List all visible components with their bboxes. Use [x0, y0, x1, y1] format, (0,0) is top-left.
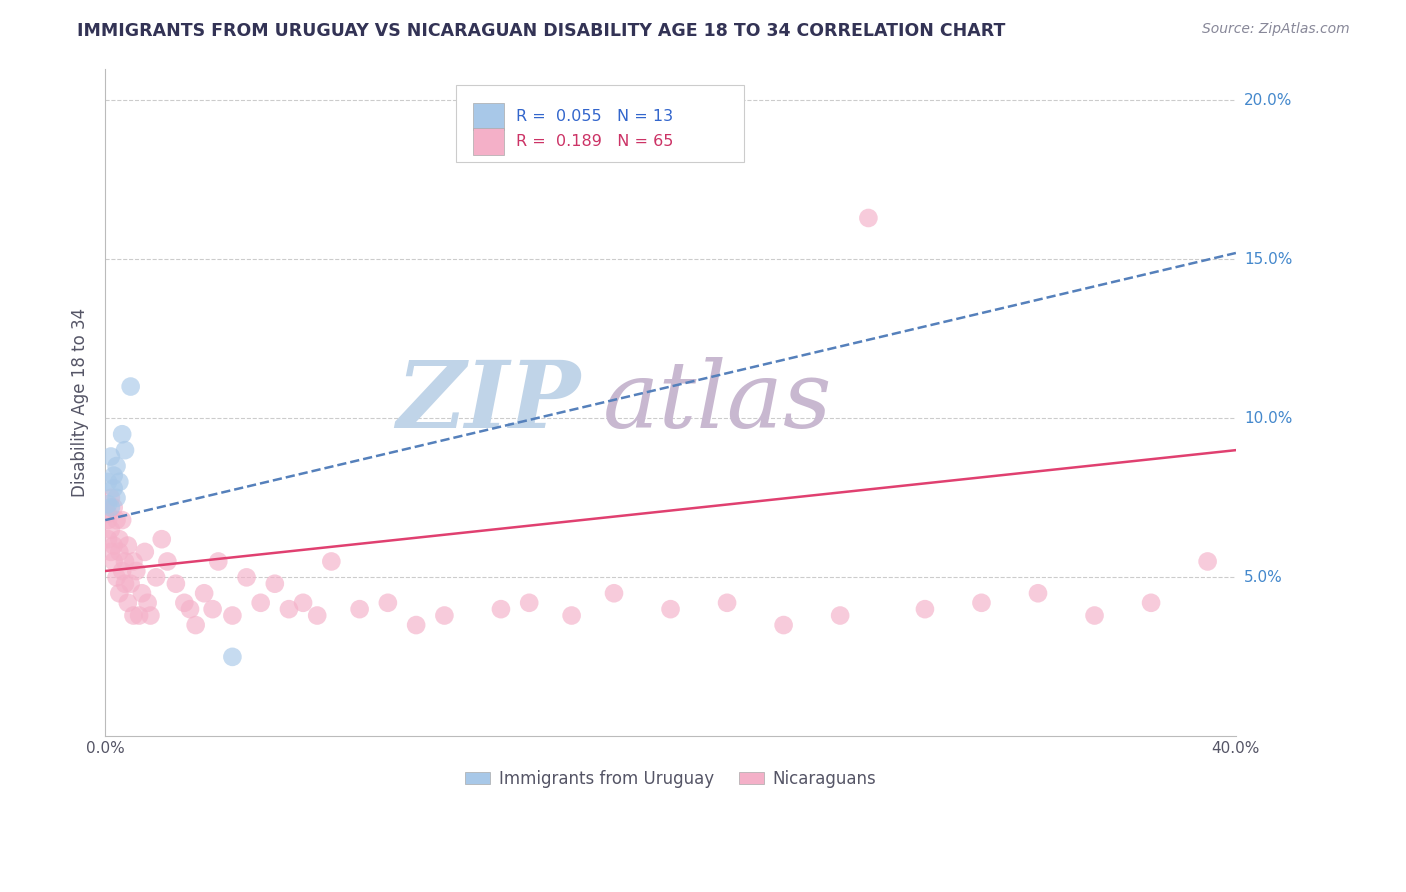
Point [100, 491, 122, 505]
Point [97, 513, 120, 527]
Point [517, 596, 540, 610]
Point [489, 602, 512, 616]
Point [97, 497, 120, 511]
Point [970, 596, 993, 610]
Point [561, 608, 583, 623]
Text: 5.0%: 5.0% [1244, 570, 1282, 585]
Point [377, 596, 399, 610]
Point [105, 513, 128, 527]
Point [100, 500, 122, 515]
Point [139, 608, 162, 623]
Point [278, 602, 301, 616]
Point [125, 564, 148, 578]
Point [97, 475, 120, 489]
Point [1026, 586, 1049, 600]
Point [405, 618, 427, 632]
Text: Source: ZipAtlas.com: Source: ZipAtlas.com [1202, 22, 1350, 37]
Point [193, 586, 215, 600]
Point [165, 576, 187, 591]
Point [221, 649, 243, 664]
Point [120, 379, 142, 393]
Point [1140, 596, 1163, 610]
Text: ZIP: ZIP [396, 358, 581, 448]
Point [145, 570, 167, 584]
Point [184, 618, 207, 632]
Point [433, 608, 456, 623]
Text: R =  0.055   N = 13: R = 0.055 N = 13 [516, 109, 672, 124]
Text: R =  0.189   N = 65: R = 0.189 N = 65 [516, 134, 673, 149]
Point [131, 586, 153, 600]
Point [156, 554, 179, 568]
Y-axis label: Disability Age 18 to 34: Disability Age 18 to 34 [72, 308, 89, 497]
Point [263, 576, 285, 591]
Text: IMMIGRANTS FROM URUGUAY VS NICARAGUAN DISABILITY AGE 18 TO 34 CORRELATION CHART: IMMIGRANTS FROM URUGUAY VS NICARAGUAN DI… [77, 22, 1005, 40]
Bar [472, 103, 505, 130]
Point [105, 570, 128, 584]
Legend: Immigrants from Uruguay, Nicaraguans: Immigrants from Uruguay, Nicaraguans [458, 764, 883, 795]
Point [120, 576, 142, 591]
Point [105, 491, 128, 505]
FancyBboxPatch shape [456, 86, 744, 162]
Point [122, 608, 145, 623]
Point [249, 596, 271, 610]
Point [108, 586, 131, 600]
Point [117, 596, 139, 610]
Point [111, 564, 134, 578]
Text: 20.0%: 20.0% [1244, 93, 1292, 108]
Point [349, 602, 371, 616]
Point [108, 545, 131, 559]
Point [221, 608, 243, 623]
Text: 15.0%: 15.0% [1244, 252, 1292, 267]
Point [201, 602, 224, 616]
Point [103, 481, 125, 495]
Text: 10.0%: 10.0% [1244, 411, 1292, 425]
Point [830, 608, 852, 623]
Point [100, 523, 122, 537]
Point [136, 596, 159, 610]
Point [659, 602, 682, 616]
Point [716, 596, 738, 610]
Point [122, 554, 145, 568]
Point [150, 532, 173, 546]
Point [103, 500, 125, 515]
Point [235, 570, 257, 584]
Point [103, 539, 125, 553]
Point [114, 576, 136, 591]
Point [207, 554, 229, 568]
Point [114, 443, 136, 458]
Point [1083, 608, 1105, 623]
Point [108, 532, 131, 546]
Bar [472, 128, 505, 154]
Point [603, 586, 626, 600]
Point [173, 596, 195, 610]
Point [108, 475, 131, 489]
Point [103, 468, 125, 483]
Point [914, 602, 936, 616]
Point [292, 596, 315, 610]
Point [97, 532, 120, 546]
Point [1197, 554, 1219, 568]
Point [100, 545, 122, 559]
Point [858, 211, 880, 225]
Point [117, 539, 139, 553]
Point [111, 513, 134, 527]
Point [321, 554, 343, 568]
Point [307, 608, 329, 623]
Point [134, 545, 156, 559]
Point [179, 602, 201, 616]
Point [100, 450, 122, 464]
Point [114, 554, 136, 568]
Point [103, 554, 125, 568]
Point [128, 608, 150, 623]
Text: atlas: atlas [603, 358, 832, 448]
Point [772, 618, 794, 632]
Point [97, 507, 120, 521]
Point [111, 427, 134, 442]
Point [105, 458, 128, 473]
